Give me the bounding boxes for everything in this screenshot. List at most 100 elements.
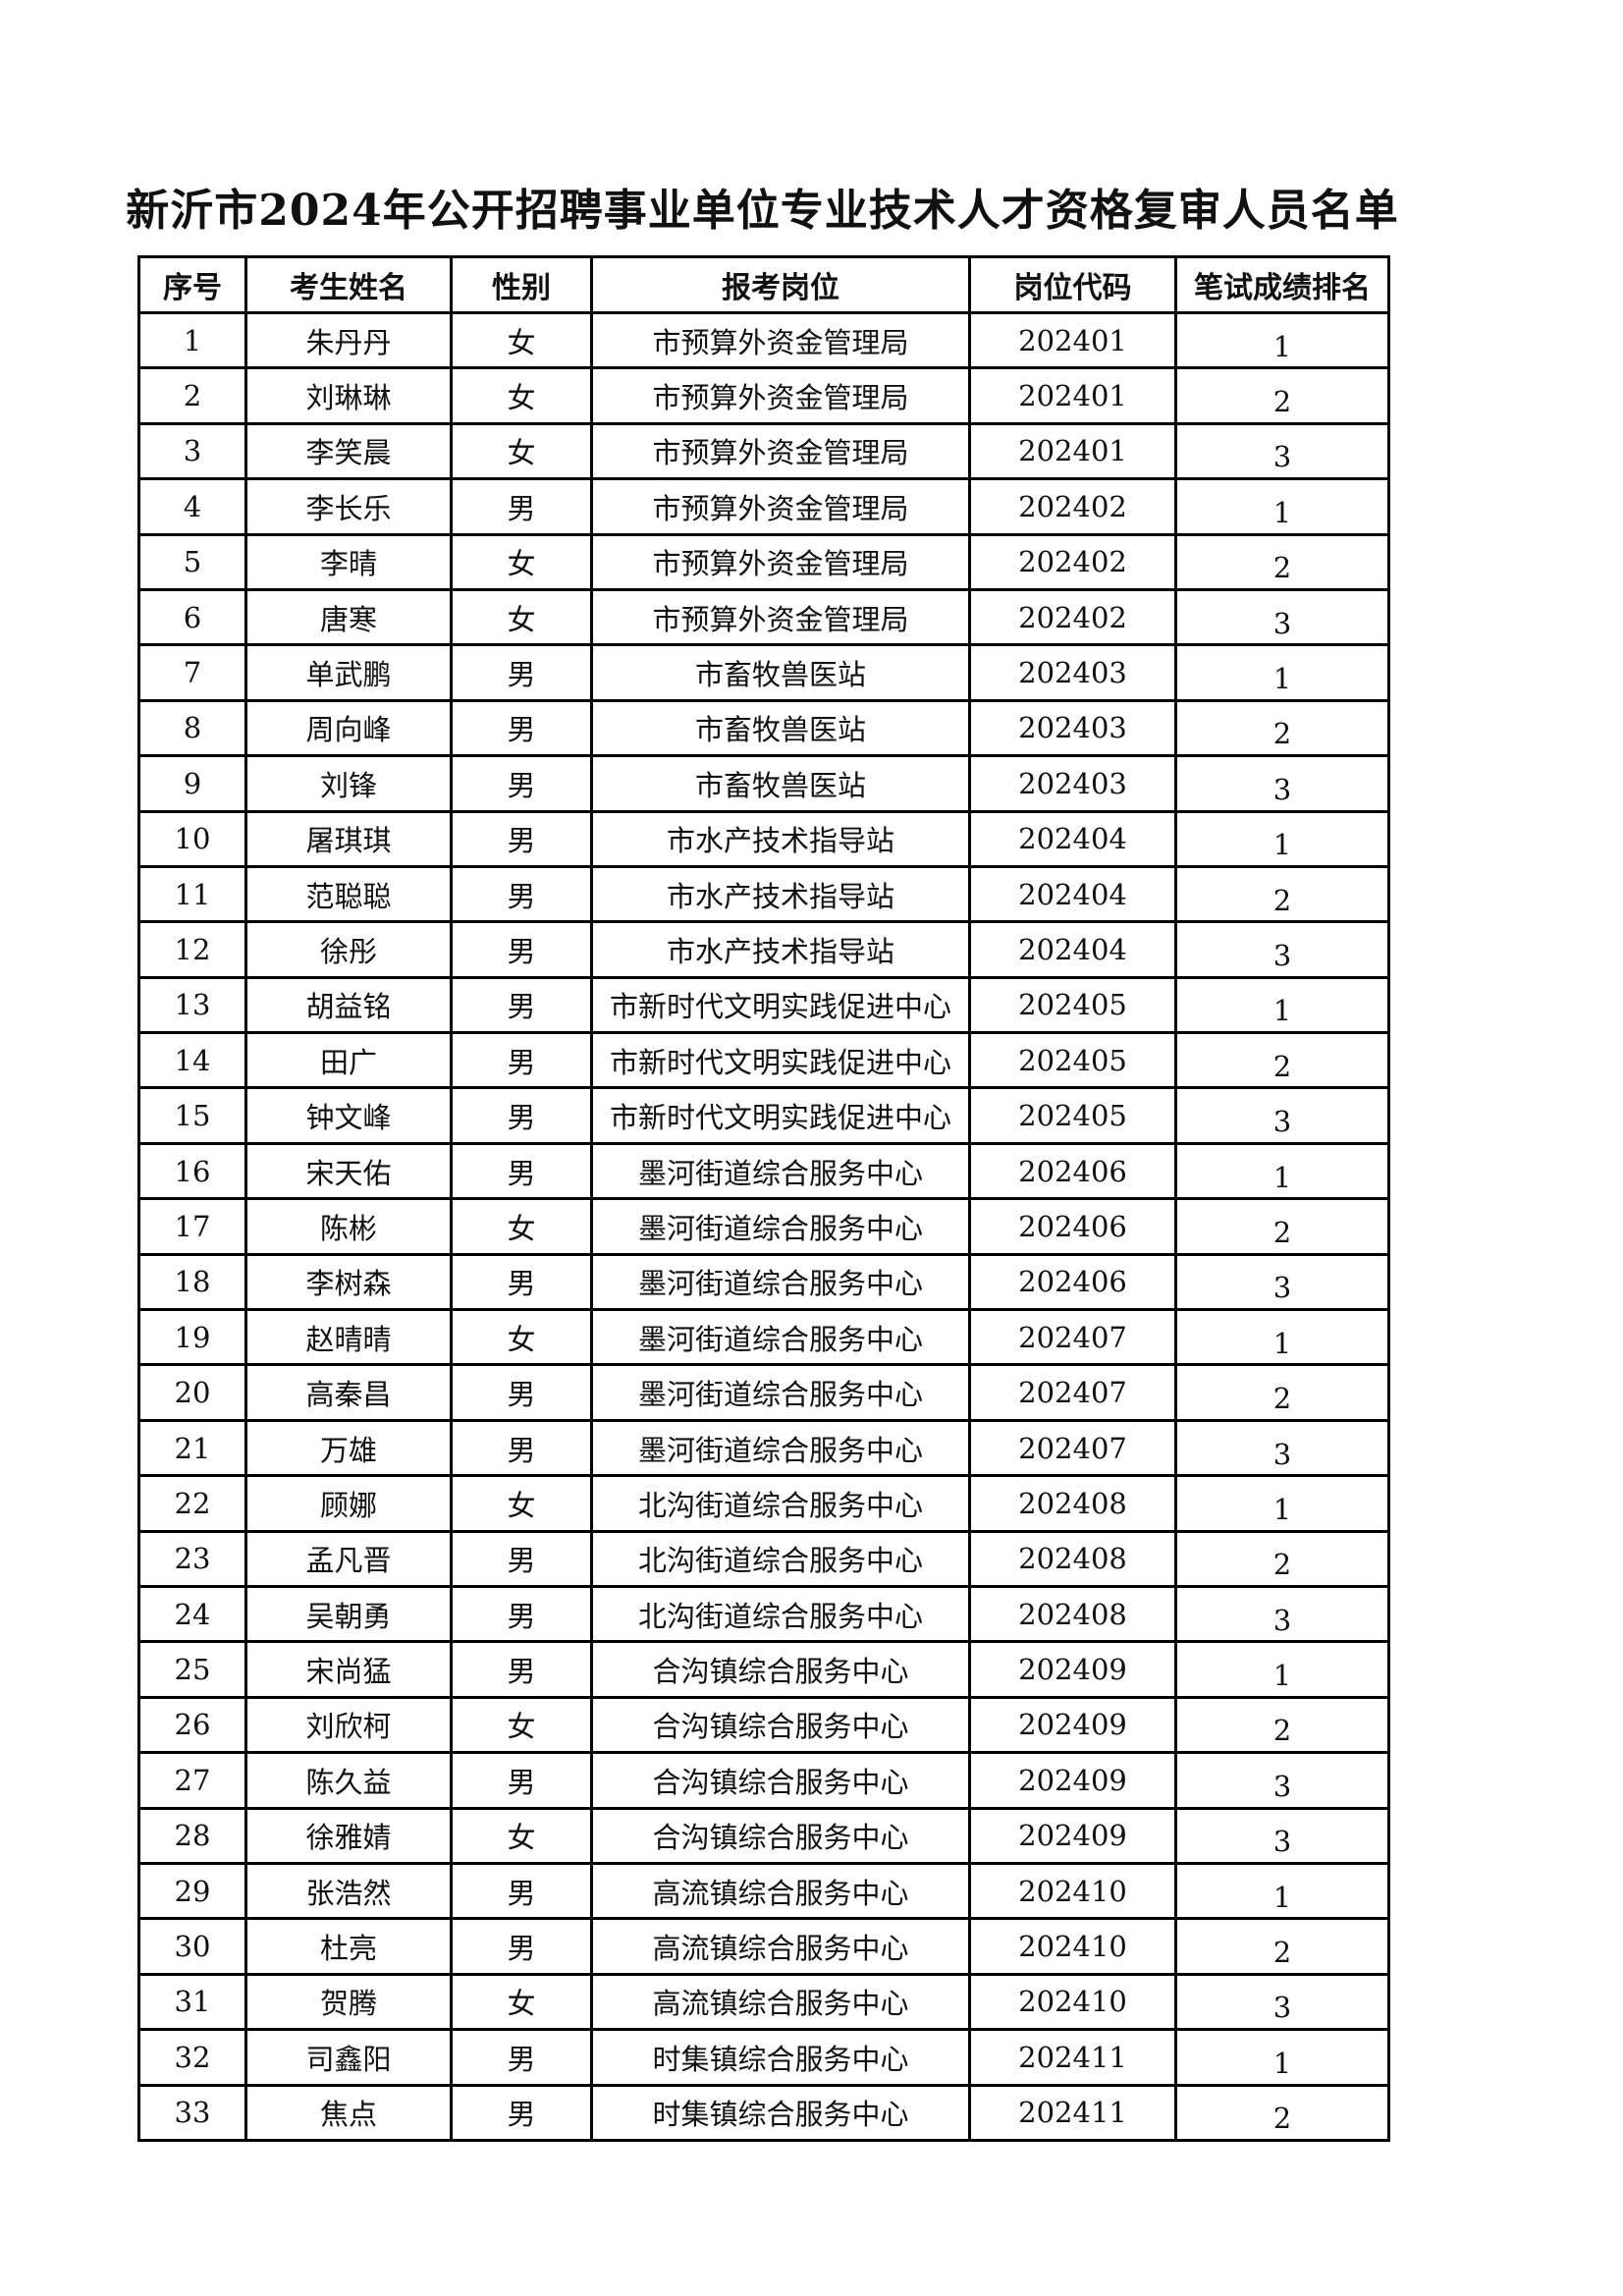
cell-gender: 男 [450,975,593,1035]
cell-position: 市新时代文明实践促进中心 [590,1086,971,1145]
cell-gender: 女 [450,1474,593,1533]
table-row: 16 宋天佑男墨河街道综合服务中心 202406 1 [137,1141,1390,1201]
cell-index: 16 [137,1141,247,1201]
rank-value: 1 [1272,994,1292,1028]
cell-exam-rank: 2 [1174,532,1390,591]
cell-position: 时集镇综合服务中心 [590,2028,971,2087]
table-row: 8 周向峰男市畜牧兽医站 202403 2 [137,698,1390,758]
cell-index: 33 [137,2083,247,2142]
cell-position: 合沟镇综合服务中心 [590,1695,971,1755]
document-title: 新沂市2024年公开招聘事业单位专业技术人才资格复审人员名单 [126,186,1399,236]
cell-index: 17 [137,1197,247,1256]
cell-position: 市新时代文明实践促进中心 [590,975,971,1035]
cell-index: 1 [137,310,247,370]
table-row: 33 焦点男时集镇综合服务中心 202411 2 [137,2083,1390,2142]
cell-position-code: 202407 [968,1418,1177,1478]
table-row: 14 田广男市新时代文明实践促进中心 202405 2 [137,1031,1390,1090]
cell-index: 19 [137,1308,247,1367]
cell-exam-rank: 3 [1174,1252,1390,1312]
cell-gender: 男 [450,1861,593,1921]
rank-value: 3 [1272,440,1292,474]
cell-gender: 女 [450,1806,593,1865]
cell-index: 6 [137,587,247,647]
cell-exam-rank: 3 [1174,1806,1390,1865]
cell-position-code: 202404 [968,864,1177,924]
cell-name: 胡益铭 [244,975,453,1035]
cell-index: 4 [137,477,247,536]
cell-exam-rank: 1 [1174,477,1390,536]
cell-gender: 男 [450,698,593,758]
cell-name: 赵晴晴 [244,1308,453,1367]
cell-position: 市预算外资金管理局 [590,421,971,481]
cell-index: 26 [137,1695,247,1755]
cell-gender: 男 [450,864,593,924]
cell-index: 2 [137,366,247,425]
cell-position-code: 202408 [968,1584,1177,1644]
cell-gender: 男 [450,2083,593,2142]
cell-position-code: 202403 [968,698,1177,758]
cell-name: 田广 [244,1031,453,1090]
table-row: 10 屠琪琪男市水产技术指导站 202404 1 [137,809,1390,868]
cell-position: 墨河街道综合服务中心 [590,1252,971,1312]
rank-value: 1 [1272,662,1292,696]
cell-exam-rank: 3 [1174,1584,1390,1644]
cell-index: 9 [137,754,247,813]
rank-value: 3 [1272,1437,1292,1471]
cell-exam-rank: 3 [1174,587,1390,647]
cell-exam-rank: 1 [1174,1640,1390,1699]
cell-position: 合沟镇综合服务中心 [590,1751,971,1810]
table-row: 23 孟凡晋男北沟街道综合服务中心 202408 2 [137,1529,1390,1588]
cell-index: 28 [137,1806,247,1865]
cell-gender: 男 [450,1751,593,1810]
cell-name: 顾娜 [244,1474,453,1533]
cell-gender: 女 [450,1695,593,1755]
cell-name: 李晴 [244,532,453,591]
cell-position: 墨河街道综合服务中心 [590,1363,971,1422]
table-row: 22 顾娜女北沟街道综合服务中心 202408 1 [137,1474,1390,1533]
table-row: 18 李树森男墨河街道综合服务中心 202406 3 [137,1252,1390,1312]
table-row: 30 杜亮男高流镇综合服务中心 202410 2 [137,1917,1390,1976]
candidate-table: 序号 考生姓名 性别 报考岗位 岗位代码 笔试成绩排名 1 朱丹丹女市预算外资金管… [137,255,1390,2142]
table-row: 17 陈彬女墨河街道综合服务中心 202406 2 [137,1197,1390,1256]
rank-value: 2 [1272,1049,1292,1083]
cell-name: 李长乐 [244,477,453,536]
cell-position: 市新时代文明实践促进中心 [590,1031,971,1090]
cell-exam-rank: 1 [1174,1141,1390,1201]
table-row: 7 单武鹏男市畜牧兽医站 202403 1 [137,643,1390,702]
cell-name: 唐寒 [244,587,453,647]
rank-value: 3 [1272,1105,1292,1139]
cell-exam-rank: 3 [1174,920,1390,979]
cell-position-code: 202408 [968,1474,1177,1533]
cell-position: 高流镇综合服务中心 [590,1861,971,1921]
cell-name: 周向峰 [244,698,453,758]
cell-index: 3 [137,421,247,481]
cell-position: 市预算外资金管理局 [590,587,971,647]
rank-value: 3 [1272,606,1292,640]
cell-gender: 男 [450,1529,593,1588]
rank-value: 2 [1272,2102,1292,2136]
cell-position: 市畜牧兽医站 [590,643,971,702]
rank-value: 1 [1272,329,1292,363]
cell-index: 31 [137,1972,247,2032]
cell-position: 市预算外资金管理局 [590,532,971,591]
cell-position: 市畜牧兽医站 [590,698,971,758]
cell-position-code: 202402 [968,477,1177,536]
cell-index: 18 [137,1252,247,1312]
rank-value: 2 [1272,1548,1292,1582]
rank-value: 2 [1272,551,1292,585]
rank-value: 3 [1272,1991,1292,2025]
cell-exam-rank: 1 [1174,2028,1390,2087]
table-row: 19 赵晴晴女墨河街道综合服务中心 202407 1 [137,1308,1390,1367]
cell-index: 30 [137,1917,247,1976]
rank-value: 1 [1272,828,1292,862]
rank-value: 3 [1272,1825,1292,1859]
cell-gender: 男 [450,1418,593,1478]
cell-name: 徐彤 [244,920,453,979]
cell-index: 11 [137,864,247,924]
cell-name: 朱丹丹 [244,310,453,370]
cell-index: 7 [137,643,247,702]
cell-exam-rank: 1 [1174,975,1390,1035]
cell-position-code: 202411 [968,2028,1177,2087]
cell-index: 29 [137,1861,247,1921]
cell-position-code: 202408 [968,1529,1177,1588]
